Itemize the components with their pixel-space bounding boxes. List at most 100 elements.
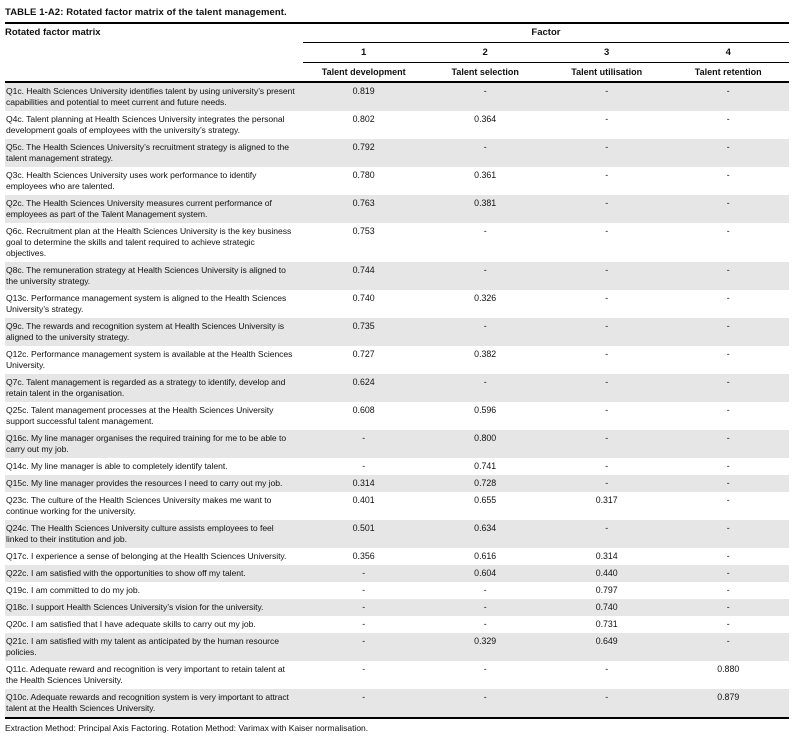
loading-value-cell: 0.314 [302, 475, 425, 492]
loading-value-cell: - [667, 374, 789, 402]
table-row: Q1c. Health Sciences University identifi… [5, 82, 789, 111]
loading-value-cell: - [424, 374, 546, 402]
question-cell: Q8c. The remuneration strategy at Health… [5, 262, 303, 290]
table-row: Q12c. Performance management system is a… [5, 346, 789, 374]
table-row: Q8c. The remuneration strategy at Health… [5, 262, 789, 290]
question-cell: Q4c. Talent planning at Health Sciences … [6, 114, 285, 135]
loading-value-cell: - [362, 664, 366, 674]
table-row: Q20c. I am satisfied that I have adequat… [5, 616, 789, 633]
factor-name-2: Talent selection [424, 62, 546, 83]
loading-value-cell: 0.728 [424, 475, 546, 492]
loading-value-cell: 0.800 [424, 430, 546, 458]
loading-value-cell: 0.364 [474, 114, 497, 124]
question-cell: Q6c. Recruitment plan at the Health Scie… [6, 226, 292, 258]
loading-value-cell: 0.624 [302, 374, 425, 402]
table-row: Q22c. I am satisfied with the opportunit… [5, 565, 789, 582]
loading-value-cell: - [605, 114, 609, 124]
loading-value-cell: - [545, 374, 668, 402]
loading-value-cell: - [605, 664, 609, 674]
loading-value-cell: - [302, 599, 425, 616]
loading-value-cell: - [302, 633, 425, 661]
loading-value-cell: 0.501 [302, 520, 425, 548]
loading-value-cell: - [726, 293, 730, 303]
table-row: Q17c. I experience a sense of belonging … [5, 548, 789, 565]
loading-value-cell: - [302, 430, 425, 458]
loading-value-cell: 0.604 [424, 565, 546, 582]
loading-value-cell: 0.763 [302, 195, 425, 223]
loading-value-cell: - [667, 262, 789, 290]
question-cell: Q19c. I am committed to do my job. [6, 585, 140, 595]
loading-value-cell: - [302, 565, 425, 582]
loading-value-cell: 0.780 [352, 170, 375, 180]
loading-value-cell: - [667, 599, 789, 616]
loading-value-cell: - [667, 82, 789, 111]
table-row: Q10c. Adequate rewards and recognition s… [5, 689, 789, 718]
loading-value-cell: 0.616 [474, 551, 497, 561]
loading-value-cell: 0.740 [352, 293, 375, 303]
loading-value-cell: 0.727 [352, 349, 375, 359]
loading-value-cell: 0.634 [424, 520, 546, 548]
loading-value-cell: 0.329 [424, 633, 546, 661]
question-cell: Q21c. I am satisfied with my talent as a… [5, 633, 303, 661]
loading-value-cell: - [726, 170, 730, 180]
loading-value-cell: - [545, 318, 668, 346]
loading-value-cell: - [605, 405, 609, 415]
loading-value-cell: 0.802 [352, 114, 375, 124]
loading-value-cell: - [667, 633, 789, 661]
question-cell: Q12c. Performance management system is a… [6, 349, 293, 370]
matrix-label: Rotated factor matrix [5, 23, 303, 83]
loading-value-cell: 0.381 [424, 195, 546, 223]
question-cell: Q7c. Talent management is regarded as a … [5, 374, 303, 402]
loading-value-cell: - [667, 430, 789, 458]
loading-value-cell: - [667, 318, 789, 346]
loading-value-cell: - [726, 226, 730, 236]
loading-value-cell: 0.819 [302, 82, 425, 111]
table-body: Q1c. Health Sciences University identifi… [5, 82, 789, 718]
loading-value-cell: - [424, 689, 546, 718]
factor-number-1: 1 [302, 42, 425, 63]
loading-value-cell: 0.731 [595, 619, 618, 629]
loading-value-cell: - [667, 195, 789, 223]
table-row: Q15c. My line manager provides the resou… [5, 475, 789, 492]
factor-number-4: 4 [667, 42, 789, 63]
loading-value-cell: - [424, 262, 546, 290]
loading-value-cell: - [424, 599, 546, 616]
loading-value-cell: - [424, 318, 546, 346]
table-row: Q19c. I am committed to do my job. - - 0.79… [5, 582, 789, 599]
loading-value-cell: 0.797 [595, 585, 618, 595]
loading-value-cell: - [424, 139, 546, 167]
loading-value-cell: 0.792 [302, 139, 425, 167]
loading-value-cell: - [545, 195, 668, 223]
question-cell: Q16c. My line manager organises the requ… [5, 430, 303, 458]
question-cell: Q10c. Adequate rewards and recognition s… [5, 689, 303, 718]
loading-value-cell: - [726, 349, 730, 359]
loading-value-cell: - [362, 461, 366, 471]
question-cell: Q25c. Talent management processes at the… [6, 405, 274, 426]
question-cell: Q14c. My line manager is able to complet… [6, 461, 228, 471]
loading-value-cell: - [362, 619, 366, 629]
loading-value-cell: - [726, 551, 730, 561]
loading-value-cell: - [302, 689, 425, 718]
loading-value-cell: - [483, 619, 487, 629]
loading-value-cell: - [667, 139, 789, 167]
loading-value-cell: - [545, 139, 668, 167]
table-row: Q7c. Talent management is regarded as a … [5, 374, 789, 402]
table-row: Q4c. Talent planning at Health Sciences … [5, 111, 789, 139]
loading-value-cell: - [667, 520, 789, 548]
loading-value-cell: 0.382 [474, 349, 497, 359]
table-row: Q14c. My line manager is able to complet… [5, 458, 789, 475]
table-footnote: Extraction Method: Principal Axis Factor… [5, 723, 369, 733]
loading-value-cell: 0.361 [474, 170, 497, 180]
table-row: Q11c. Adequate reward and recognition is… [5, 661, 789, 689]
question-cell: Q13c. Performance management system is a… [6, 293, 287, 314]
table-title: TABLE 1-A2: Rotated factor matrix of the… [5, 7, 287, 18]
header-row-names: Talent development Talent selection Talent… [5, 62, 789, 83]
header-row-group: Rotated factor matrix Factor [5, 23, 789, 83]
loading-value-cell: - [483, 664, 487, 674]
loading-value-cell: 0.741 [474, 461, 497, 471]
question-cell: Q23c. The culture of the Health Sciences… [6, 495, 272, 516]
loading-value-cell: 0.314 [595, 551, 618, 561]
